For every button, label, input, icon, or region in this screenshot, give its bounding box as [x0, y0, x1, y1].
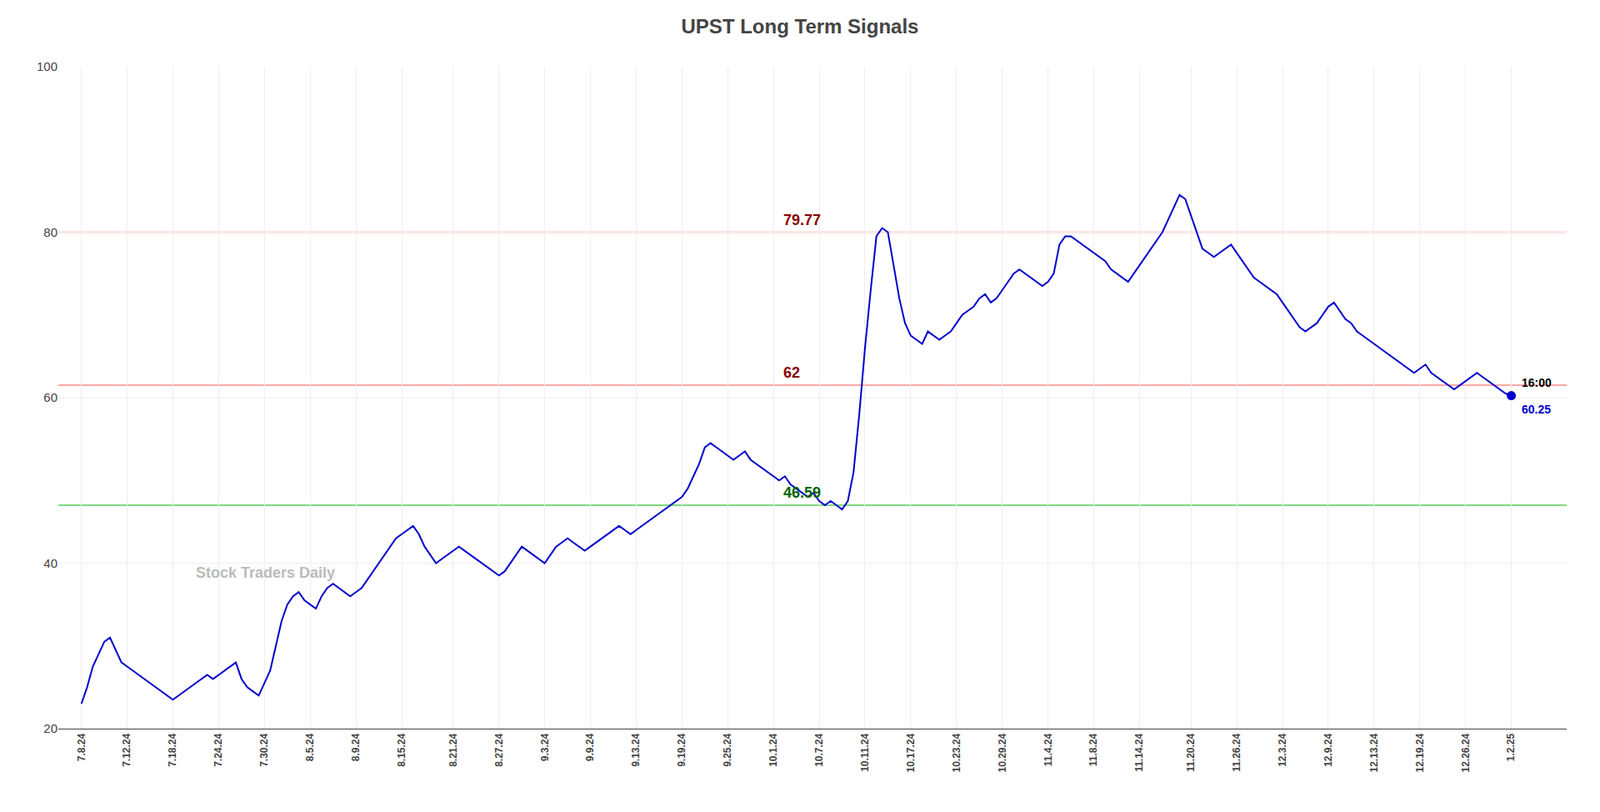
svg-text:7.12.24: 7.12.24 [120, 732, 133, 766]
svg-text:60.25: 60.25 [1521, 402, 1551, 416]
svg-text:11.14.24: 11.14.24 [1133, 732, 1145, 771]
svg-text:10.1.24: 10.1.24 [767, 732, 780, 766]
svg-text:10.23.24: 10.23.24 [950, 732, 963, 772]
svg-text:8.21.24: 8.21.24 [447, 732, 460, 766]
svg-text:12.3.24: 12.3.24 [1276, 732, 1289, 766]
svg-text:9.9.24: 9.9.24 [584, 732, 596, 761]
svg-text:11.20.24: 11.20.24 [1185, 732, 1197, 771]
svg-text:100: 100 [36, 59, 58, 74]
svg-text:8.27.24: 8.27.24 [493, 732, 505, 766]
svg-text:7.30.24: 7.30.24 [258, 732, 270, 766]
svg-text:60: 60 [43, 390, 58, 405]
svg-text:7.18.24: 7.18.24 [166, 732, 179, 766]
svg-text:11.8.24: 11.8.24 [1087, 732, 1100, 766]
svg-text:7.24.24: 7.24.24 [212, 732, 225, 766]
svg-text:46.59: 46.59 [783, 484, 821, 501]
svg-text:12.13.24: 12.13.24 [1368, 732, 1380, 772]
svg-text:9.13.24: 9.13.24 [630, 732, 642, 766]
svg-text:12.26.24: 12.26.24 [1460, 732, 1472, 772]
svg-text:62: 62 [783, 364, 800, 381]
svg-text:9.3.24: 9.3.24 [539, 732, 551, 761]
svg-text:10.17.24: 10.17.24 [905, 732, 917, 772]
svg-text:1.2.25: 1.2.25 [1505, 732, 1517, 761]
svg-text:7.8.24: 7.8.24 [75, 732, 88, 761]
svg-text:12.19.24: 12.19.24 [1414, 732, 1426, 772]
svg-text:8.15.24: 8.15.24 [395, 732, 408, 766]
svg-text:9.19.24: 9.19.24 [675, 732, 688, 766]
svg-text:10.7.24: 10.7.24 [813, 732, 825, 766]
svg-text:8.9.24: 8.9.24 [350, 732, 362, 761]
svg-text:Stock Traders Daily: Stock Traders Daily [195, 564, 335, 581]
svg-text:80: 80 [43, 225, 58, 240]
svg-text:16:00: 16:00 [1521, 375, 1552, 390]
svg-text:11.26.24: 11.26.24 [1230, 732, 1243, 771]
svg-text:9.25.24: 9.25.24 [721, 732, 734, 766]
svg-text:40: 40 [43, 555, 58, 570]
svg-text:8.5.24: 8.5.24 [304, 732, 316, 761]
svg-text:79.77: 79.77 [783, 211, 821, 229]
svg-text:UPST Long Term Signals: UPST Long Term Signals [681, 15, 920, 38]
svg-text:20: 20 [43, 720, 58, 735]
svg-text:10.29.24: 10.29.24 [996, 732, 1009, 772]
svg-text:10.11.24: 10.11.24 [859, 732, 871, 771]
svg-text:11.4.24: 11.4.24 [1042, 732, 1055, 766]
svg-text:12.9.24: 12.9.24 [1322, 732, 1335, 766]
